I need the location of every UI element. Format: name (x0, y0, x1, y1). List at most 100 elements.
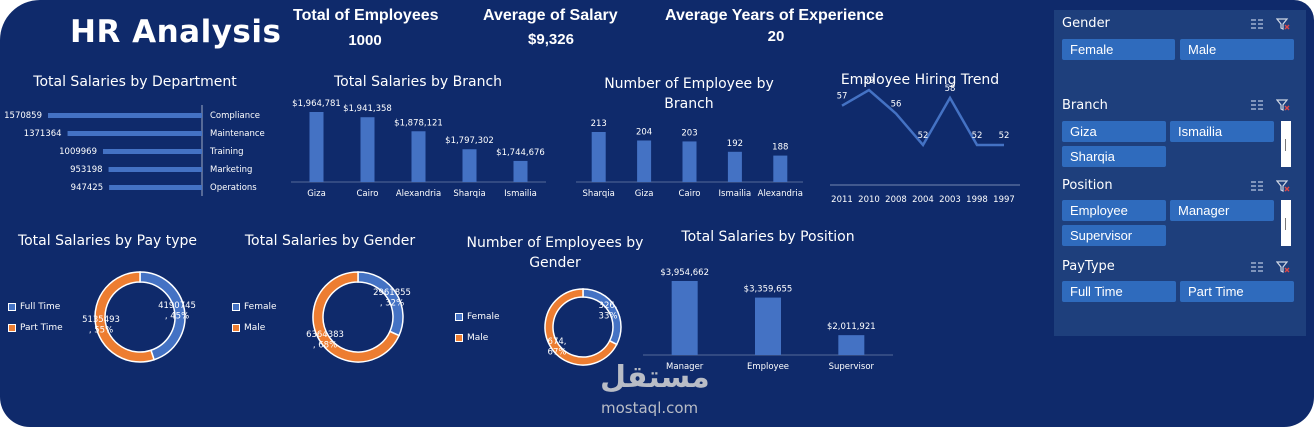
branch-employee-chart-title: Number of Employee by Branch (604, 76, 774, 112)
hiring-point-label: 52 (972, 131, 983, 141)
dept-bar-label: 1570859 (4, 111, 42, 121)
branch-salary-bar-label: $1,941,358 (343, 104, 392, 114)
kpi-salary-label: Average of Salary (483, 7, 618, 24)
multi-select-icon[interactable] (1250, 261, 1264, 273)
position-bar-label: $3,359,655 (744, 285, 793, 295)
slicer-paytype-parttime[interactable]: Part Time (1180, 281, 1294, 302)
branch-salary-bar (513, 160, 528, 182)
dept-bar-label: 953198 (70, 165, 102, 175)
branch-employee-bar (637, 140, 652, 182)
dept-chart-title: Total Salaries by Department (33, 74, 237, 90)
branch-salary-bar-label: $1,878,121 (394, 118, 443, 128)
hiring-category-label: 2008 (885, 195, 907, 205)
multi-select-icon[interactable] (1250, 18, 1264, 30)
branch-employee-bar-label: 192 (727, 139, 743, 149)
gender-employee-slice-label: 326, 33% (599, 301, 618, 322)
legend-label: Male (467, 333, 489, 343)
slicer-position-supervisor[interactable]: Supervisor (1062, 225, 1166, 246)
dept-bar (48, 113, 202, 118)
kpi-salary-value: $9,326 (528, 31, 574, 48)
clear-filter-icon[interactable] (1276, 180, 1290, 192)
slicer-branch-ismailia[interactable]: Ismailia (1170, 121, 1274, 142)
dept-bar (67, 131, 202, 136)
branch-employee-bar-label: 188 (772, 143, 788, 153)
legend-label: Female (467, 312, 500, 322)
gender-salary-slice (312, 271, 400, 363)
gender-salary-slice-label: 2961855, 32% (373, 288, 411, 309)
branch-salary-bar-label: $1,744,676 (496, 148, 545, 158)
branch-salary-category-label: Alexandria (396, 189, 441, 199)
paytype-slice-label: 5135493, 55% (82, 315, 120, 336)
legend-swatch (455, 334, 463, 342)
dashboard-title: HR Analysis (70, 14, 282, 50)
hiring-series-line (841, 88, 1004, 148)
branch-salary-bar-label: $1,964,781 (292, 99, 341, 109)
legend-swatch (232, 324, 240, 332)
hiring-point-label: 56 (891, 100, 902, 110)
position-slicer-scrollbar[interactable] (1281, 200, 1291, 246)
gender-salary-chart-title: Total Salaries by Gender (244, 233, 416, 249)
gender-salary-legend: Female Male (232, 302, 277, 344)
dept-category-label: Marketing (210, 165, 252, 175)
slicer-branch-sharqia[interactable]: Sharqia (1062, 146, 1166, 167)
branch-employee-bar-label: 213 (591, 119, 607, 129)
hiring-category-label: 1997 (993, 195, 1015, 205)
branch-employee-category-label: Sharqia (583, 189, 615, 199)
branch-employee-category-label: Cairo (678, 189, 700, 199)
dept-bar (109, 185, 202, 190)
legend-swatch (455, 313, 463, 321)
slicer-position-employee[interactable]: Employee (1062, 200, 1166, 221)
branch-salary-chart-title: Total Salaries by Branch (333, 74, 503, 90)
slicer-gender-male[interactable]: Male (1180, 39, 1294, 60)
branch-employee-bar-label: 203 (681, 128, 697, 138)
position-bar-label: $3,954,662 (660, 268, 709, 278)
hiring-point-label: 58 (945, 84, 956, 94)
dept-category-label: Compliance (210, 111, 260, 121)
hiring-category-label: 1998 (966, 195, 988, 205)
branch-employee-bar (591, 132, 606, 182)
position-category-label: Employee (747, 362, 789, 372)
branch-slicer-scrollbar[interactable] (1281, 121, 1291, 167)
slicer-gender-female[interactable]: Female (1062, 39, 1175, 60)
branch-employee-bar (727, 151, 742, 182)
dept-category-label: Training (209, 147, 244, 157)
branch-salary-bar (462, 149, 477, 182)
branch-salary-bar (411, 131, 426, 182)
slicer-paytype-fulltime[interactable]: Full Time (1062, 281, 1176, 302)
branch-slicer-header: Branch (1062, 98, 1108, 113)
gender-employee-slice-label: 674, 67% (548, 337, 567, 358)
position-category-label: Supervisor (829, 362, 875, 372)
branch-employee-bar (682, 141, 697, 182)
clear-filter-icon[interactable] (1276, 99, 1290, 111)
dept-category-label: Operations (210, 183, 257, 193)
paytype-slice-label: 4190745, 45% (158, 301, 196, 322)
kpi-employees-value: 1000 (348, 32, 382, 49)
hiring-point-label: 52 (999, 131, 1010, 141)
clear-filter-icon[interactable] (1276, 261, 1290, 273)
gender-slicer-header: Gender (1062, 16, 1110, 31)
dept-bar (108, 167, 202, 172)
kpi-employees-label: Total of Employees (293, 7, 439, 24)
dept-bar-label: 947425 (71, 183, 103, 193)
hiring-point-label: 52 (918, 131, 929, 141)
position-chart-title: Total Salaries by Position (681, 229, 855, 245)
branch-salary-category-label: Sharqia (453, 189, 485, 199)
slicer-position-manager[interactable]: Manager (1170, 200, 1274, 221)
branch-salary-category-label: Cairo (356, 189, 378, 199)
position-bar (755, 297, 781, 355)
branch-employee-category-label: Giza (635, 189, 654, 199)
legend-swatch (8, 303, 16, 311)
slicer-branch-giza[interactable]: Giza (1062, 121, 1166, 142)
gender-salary-slice-label: 6364383, 68% (306, 330, 344, 351)
dept-bar-label: 1371364 (24, 129, 62, 139)
position-bar-label: $2,011,921 (827, 322, 876, 332)
branch-employee-bar-label: 204 (636, 127, 652, 137)
legend-swatch (8, 324, 16, 332)
dept-bar (102, 149, 202, 154)
charts-canvas: 1570859 Compliance 1371364 Maintenance 10099… (4, 76, 1020, 372)
multi-select-icon[interactable] (1250, 180, 1264, 192)
clear-filter-icon[interactable] (1276, 18, 1290, 30)
multi-select-icon[interactable] (1250, 99, 1264, 111)
hiring-category-label: 2003 (939, 195, 961, 205)
legend-label: Male (244, 323, 266, 333)
